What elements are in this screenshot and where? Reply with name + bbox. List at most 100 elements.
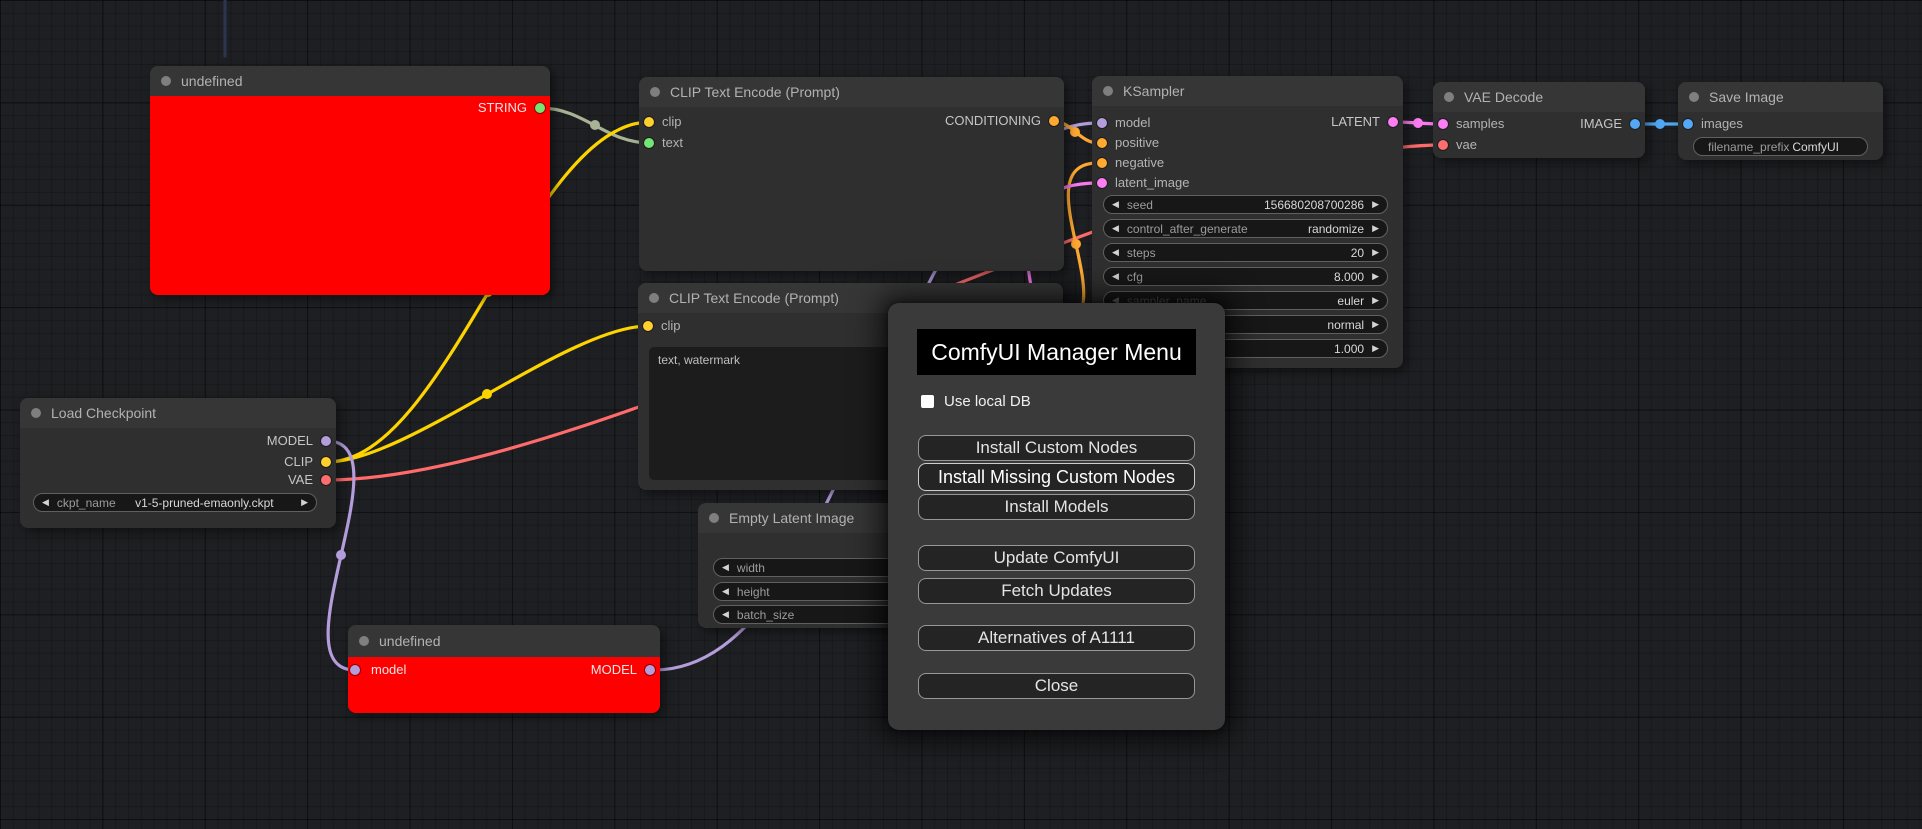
collapse-dot-icon[interactable] [31,408,41,418]
node-title: Empty Latent Image [729,510,855,526]
widget-label: seed [1126,197,1153,212]
use-local-db-checkbox[interactable] [921,394,934,408]
node-header[interactable]: undefined [348,625,660,657]
output-port-clip[interactable] [321,457,331,467]
node-title: Load Checkpoint [51,405,157,421]
increment-arrow-icon[interactable]: ▶ [1372,343,1379,353]
node-clip-text-encode-1[interactable]: CLIP Text Encode (Prompt) clip text COND… [639,77,1064,271]
input-port-samples[interactable] [1438,119,1448,129]
decrement-arrow-icon[interactable]: ◀ [1112,271,1119,281]
link-midpoint-dot [1413,118,1423,128]
decrement-arrow-icon[interactable]: ◀ [42,497,49,507]
node-header[interactable]: KSampler [1092,76,1403,106]
increment-arrow-icon[interactable]: ▶ [1372,199,1379,209]
input-label: clip [662,114,682,129]
collapse-dot-icon[interactable] [649,293,659,303]
comfyui-manager-menu-dialog: ComfyUI Manager Menu Use local DB Instal… [888,303,1225,730]
input-label: latent_image [1115,175,1190,190]
fetch-updates-button[interactable]: Fetch Updates [918,578,1195,604]
input-port-model[interactable] [350,665,360,675]
input-port-vae[interactable] [1438,140,1448,150]
node-header[interactable]: Load Checkpoint [20,398,336,428]
input-port-negative[interactable] [1097,158,1107,168]
use-local-db-label: Use local DB [944,392,1031,410]
link-midpoint-dot [590,120,600,130]
node-vae-decode[interactable]: VAE Decode samples vae IMAGE [1433,82,1645,158]
widget-value: normal [1327,317,1365,332]
widget-steps[interactable]: ◀ steps 20 ▶ [1103,243,1388,262]
input-port-text[interactable] [644,138,654,148]
collapse-dot-icon[interactable] [1444,92,1454,102]
input-port-images[interactable] [1683,119,1693,129]
input-label: model [1115,115,1151,130]
decrement-arrow-icon[interactable]: ◀ [1112,295,1119,305]
widget-control-after-generate[interactable]: ◀ control_after_generate randomize ▶ [1103,219,1388,238]
input-port-clip[interactable] [644,117,654,127]
input-port-latent-image[interactable] [1097,178,1107,188]
output-port-image[interactable] [1630,119,1640,129]
alternatives-of-a1111-button[interactable]: Alternatives of A1111 [918,625,1195,651]
node-header[interactable]: CLIP Text Encode (Prompt) [639,77,1064,107]
input-label: positive [1115,135,1160,150]
increment-arrow-icon[interactable]: ▶ [1372,295,1379,305]
output-port-latent[interactable] [1388,117,1398,127]
link-midpoint-dot [336,550,346,560]
widget-seed[interactable]: ◀ seed 156680208700286 ▶ [1103,195,1388,214]
input-port-positive[interactable] [1097,138,1107,148]
input-port-clip[interactable] [643,321,653,331]
output-label: CLIP [284,454,313,469]
node-save-image[interactable]: Save Image images filename_prefix ComfyU… [1678,82,1883,160]
widget-filename-prefix[interactable]: filename_prefix ComfyUI [1693,137,1868,156]
install-models-button[interactable]: Install Models [918,494,1195,520]
increment-arrow-icon[interactable]: ▶ [1372,247,1379,257]
increment-arrow-icon[interactable]: ▶ [301,497,308,507]
collapse-dot-icon[interactable] [1689,92,1699,102]
node-header[interactable]: VAE Decode [1433,82,1645,112]
widget-label: steps [1126,245,1156,260]
node-title: undefined [181,73,243,89]
collapse-dot-icon[interactable] [359,636,369,646]
decrement-arrow-icon[interactable]: ◀ [722,586,729,596]
output-port-vae[interactable] [321,475,331,485]
node-undefined-bottom[interactable]: undefined model MODEL [348,625,660,713]
decrement-arrow-icon[interactable]: ◀ [1112,199,1119,209]
collapse-dot-icon[interactable] [1103,86,1113,96]
output-port-model[interactable] [645,665,655,675]
collapse-dot-icon[interactable] [650,87,660,97]
output-port-string[interactable] [535,103,545,113]
widget-label: ckpt_name [56,495,116,510]
increment-arrow-icon[interactable]: ▶ [1372,319,1379,329]
install-missing-custom-nodes-button[interactable]: Install Missing Custom Nodes [918,463,1195,491]
widget-value: 156680208700286 [1263,197,1365,212]
output-port-model[interactable] [321,436,331,446]
collapse-dot-icon[interactable] [161,76,171,86]
input-port-model[interactable] [1097,118,1107,128]
widget-value: 1.000 [1334,341,1365,356]
install-custom-nodes-button[interactable]: Install Custom Nodes [918,435,1195,461]
output-port-conditioning[interactable] [1049,116,1059,126]
input-label: clip [661,318,681,333]
node-title: CLIP Text Encode (Prompt) [670,84,840,100]
dialog-title: ComfyUI Manager Menu [917,329,1196,375]
widget-label: height [736,584,770,599]
node-header[interactable]: Save Image [1678,82,1883,112]
widget-ckpt-name[interactable]: ◀ ckpt_name v1-5-pruned-emaonly.ckpt ▶ [33,493,317,512]
close-button[interactable]: Close [918,673,1195,699]
output-label: STRING [477,100,527,115]
node-header[interactable]: undefined [150,66,550,96]
decrement-arrow-icon[interactable]: ◀ [1112,247,1119,257]
output-label: MODEL [590,662,637,677]
output-label: LATENT [1331,114,1380,129]
node-load-checkpoint[interactable]: Load Checkpoint MODEL CLIP VAE ◀ ckpt_na… [20,398,336,528]
decrement-arrow-icon[interactable]: ◀ [1112,223,1119,233]
increment-arrow-icon[interactable]: ▶ [1372,271,1379,281]
decrement-arrow-icon[interactable]: ◀ [722,609,729,619]
collapse-dot-icon[interactable] [709,513,719,523]
widget-value: v1-5-pruned-emaonly.ckpt [135,495,274,510]
decrement-arrow-icon[interactable]: ◀ [722,562,729,572]
widget-cfg[interactable]: ◀ cfg 8.000 ▶ [1103,267,1388,286]
node-undefined-top[interactable]: undefined STRING [150,66,550,295]
update-comfyui-button[interactable]: Update ComfyUI [918,545,1195,571]
increment-arrow-icon[interactable]: ▶ [1372,223,1379,233]
